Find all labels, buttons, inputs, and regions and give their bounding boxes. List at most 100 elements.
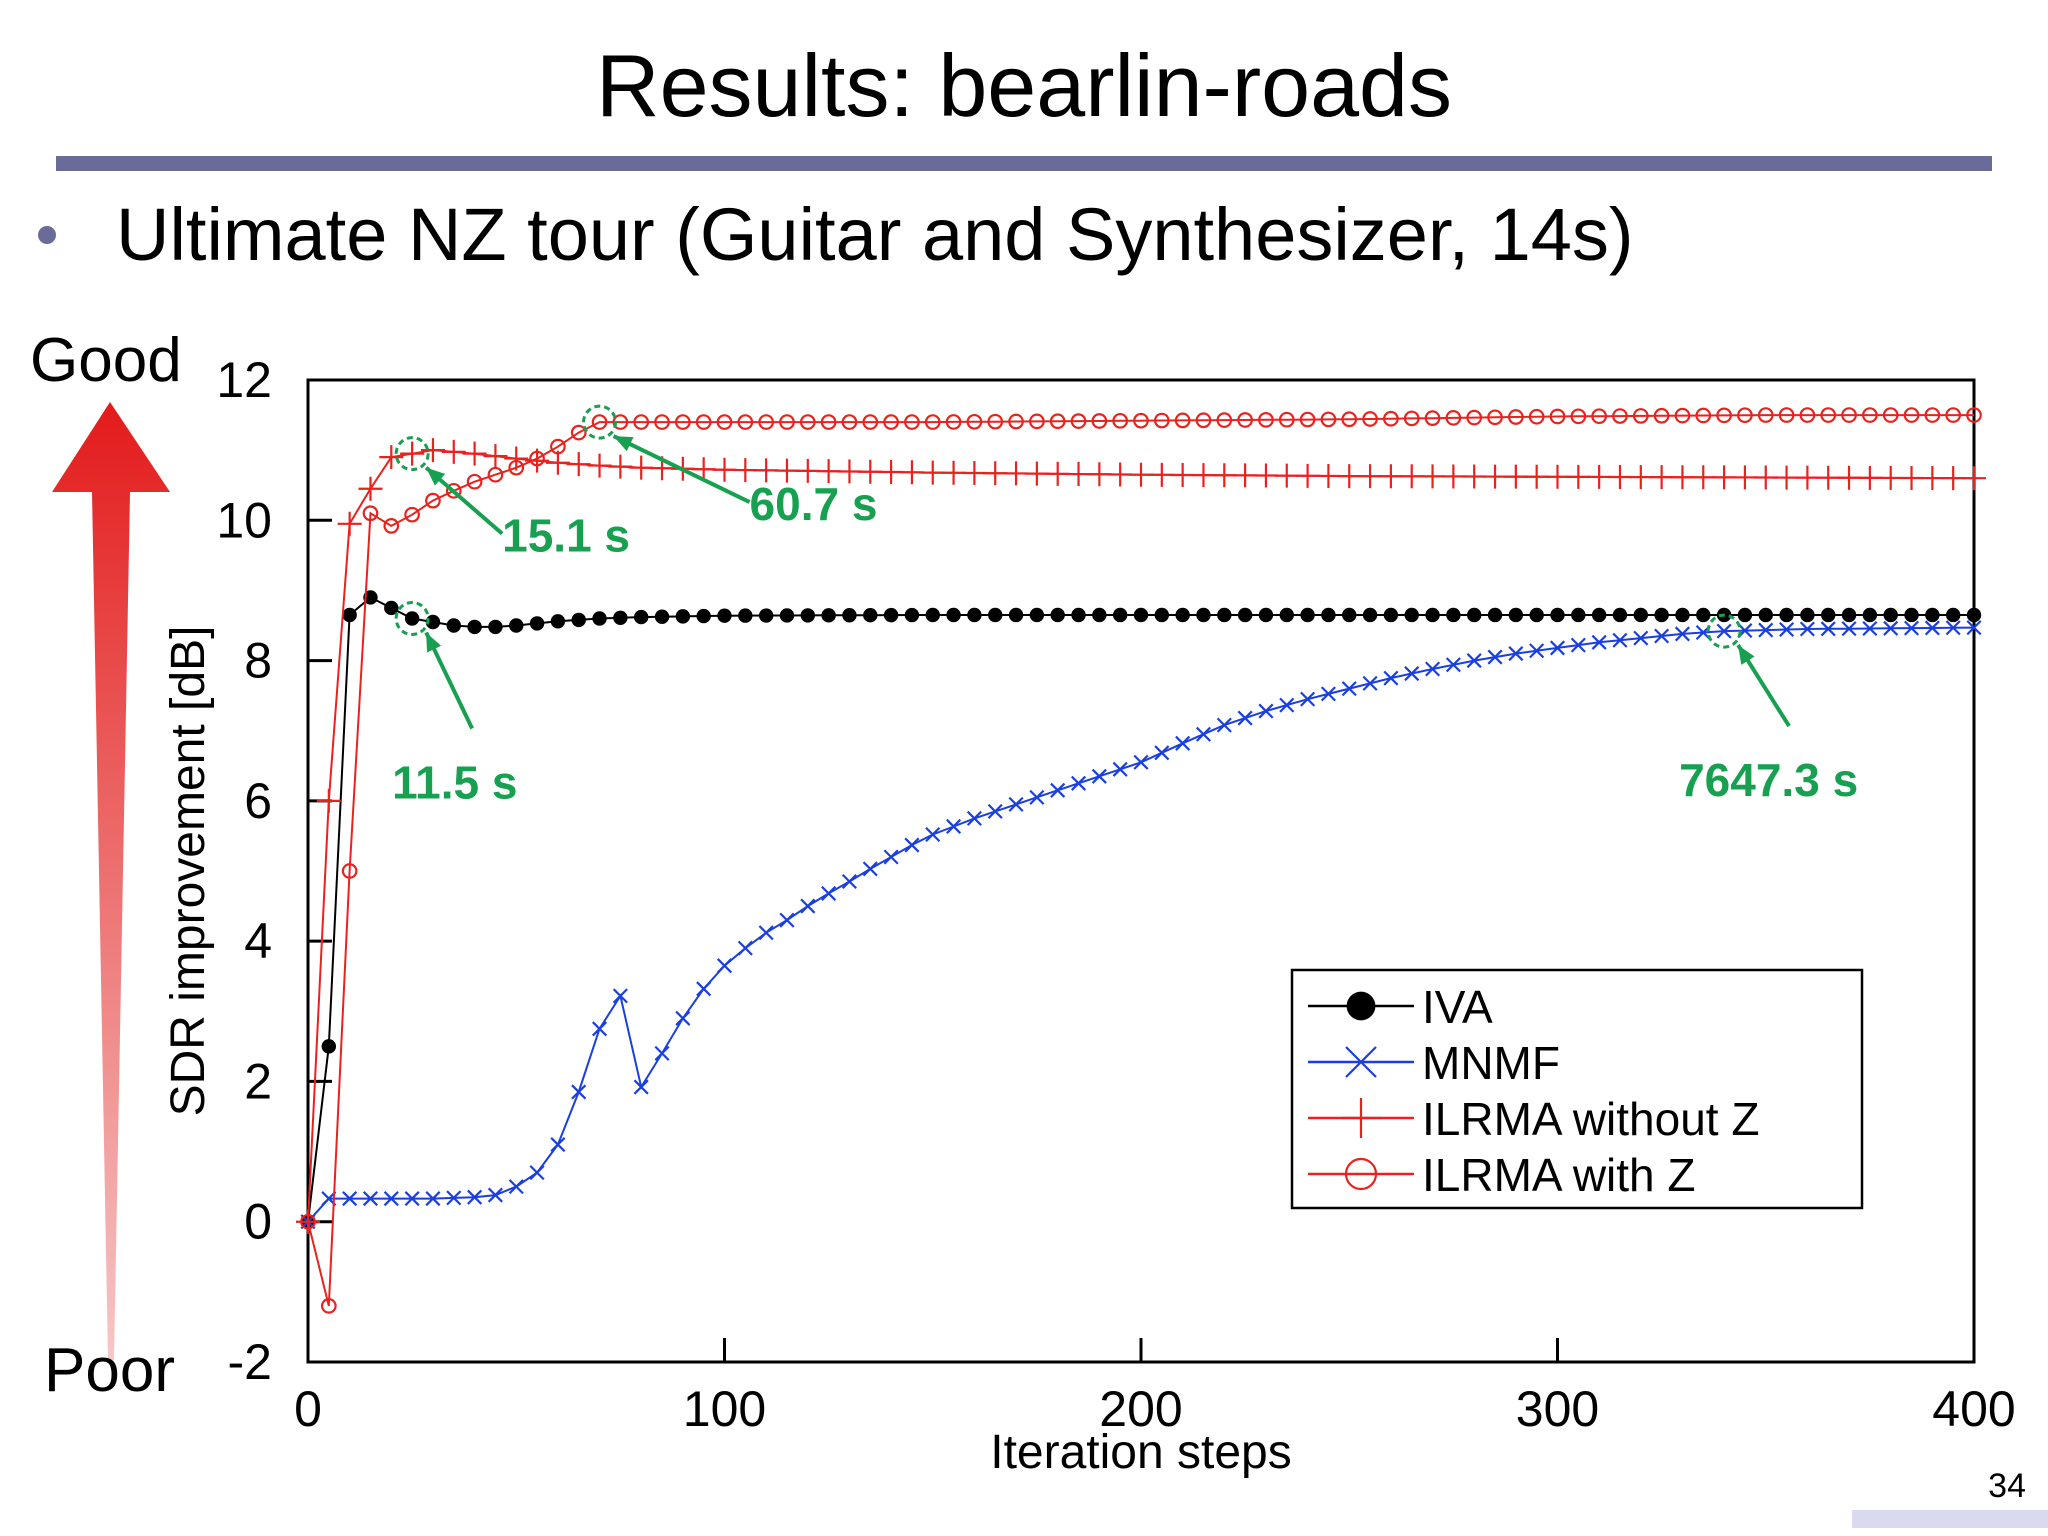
data-point-ilrma-with-z [1570,408,1587,425]
data-point-mnmf [1133,754,1149,770]
data-point-iva [1675,607,1690,623]
data-point-ilrma-with-z [1903,407,1920,423]
data-point-iva [1008,607,1024,623]
data-point-ilrma-without-z [1753,465,1778,490]
data-point-mnmf [1508,646,1524,662]
data-point-ilrma-with-z [695,414,712,430]
data-point-ilrma-with-z [1216,412,1233,428]
data-point-iva [654,609,670,624]
data-point-mnmf [550,1137,566,1153]
data-point-iva [1383,607,1399,623]
data-point-ilrma-without-z [1649,465,1674,490]
data-point-ilrma-with-z [1612,408,1628,424]
data-point-ilrma-without-z [691,457,716,482]
data-point-iva [529,616,545,631]
data-point-ilrma-with-z [966,413,983,430]
data-point-ilrma-without-z [1483,464,1508,489]
data-point-ilrma-without-z [608,454,633,479]
annotation-label: 11.5 s [392,756,517,808]
annotation-arrow [612,434,751,504]
data-point-iva [1133,607,1149,623]
data-point-iva [1321,607,1336,623]
data-point-mnmf [1487,649,1503,665]
data-point-ilrma-without-z [1524,464,1549,489]
data-point-ilrma-with-z [1424,410,1441,427]
data-point-mnmf [1549,640,1566,656]
y-tick-label: -2 [228,1334,272,1390]
data-point-ilrma-with-z [1466,409,1483,426]
slide-title: Results: bearlin-roads [596,36,1452,135]
data-point-iva [1758,607,1773,623]
data-point-iva [800,608,815,623]
data-point-mnmf [1633,630,1649,646]
y-tick-label: 4 [244,913,272,969]
data-point-ilrma-with-z [1653,407,1670,424]
data-point-ilrma-without-z [1045,461,1070,486]
data-point-ilrma-with-z [341,863,358,879]
data-point-mnmf [1279,697,1295,713]
annotation-arrowhead [426,632,442,653]
data-point-iva [883,607,899,623]
data-point-ilrma-without-z [712,457,737,482]
data-point-ilrma-with-z [1445,410,1462,426]
data-point-ilrma-without-z [1899,465,1924,490]
annotation-label: 15.1 s [502,510,630,562]
data-point-mnmf [1904,620,1920,636]
data-point-mnmf [1320,686,1336,702]
data-point-ilrma-with-z [1091,413,1108,429]
data-point-ilrma-with-z [654,414,670,430]
data-point-mnmf [1112,761,1128,777]
data-point-ilrma-without-z [1587,464,1612,489]
data-point-iva [1696,607,1711,623]
data-point-iva [634,609,649,625]
poor-label: Poor [44,1336,175,1405]
data-point-ilrma-with-z [1153,412,1170,429]
data-point-ilrma-without-z [1628,465,1653,490]
data-point-iva [1737,607,1753,623]
data-point-iva [1841,607,1857,623]
data-point-ilrma-without-z [1566,464,1591,489]
data-point-ilrma-without-z [1878,465,1903,490]
data-point-iva [488,619,503,635]
data-point-mnmf [716,958,733,974]
data-point-ilrma-with-z [924,414,941,430]
data-point-mnmf [467,1189,483,1205]
data-point-ilrma-with-z [404,506,420,523]
annotation-circle [582,404,618,440]
data-point-iva [946,607,961,623]
data-point-mnmf [1383,670,1399,686]
data-point-ilrma-without-z [1191,463,1216,488]
data-point-mnmf [425,1191,441,1207]
data-point-ilrma-without-z [1816,465,1841,490]
legend-marker-iva [1346,991,1376,1021]
data-point-ilrma-with-z [1841,407,1857,423]
data-point-iva [1945,607,1961,623]
data-point-mnmf [571,1084,587,1100]
data-point-iva [842,608,857,623]
data-point-ilrma-without-z [1253,463,1278,488]
data-point-ilrma-without-z [1462,464,1487,489]
data-point-iva [1237,607,1253,623]
data-point-ilrma-without-z [1545,464,1570,489]
data-point-ilrma-without-z [1087,462,1112,487]
data-point-ilrma-without-z [337,511,362,536]
data-point-ilrma-with-z [1487,409,1503,426]
data-point-ilrma-with-z [1799,407,1816,423]
data-point-ilrma-with-z [383,518,400,534]
data-point-iva [592,611,607,626]
annotation-circle [394,436,430,472]
data-point-ilrma-without-z [1441,464,1466,489]
data-point-iva [1196,607,1211,623]
data-point-mnmf [1945,620,1961,636]
data-point-ilrma-without-z [983,461,1008,486]
annotation-circle [1706,613,1742,649]
data-point-mnmf [383,1191,399,1207]
data-point-iva [1800,607,1815,623]
data-point-ilrma-with-z [1341,411,1358,428]
data-point-ilrma-without-z [1295,463,1320,488]
data-point-ilrma-with-z [300,1213,316,1230]
data-point-ilrma-without-z [1607,465,1632,490]
data-point-ilrma-without-z [545,450,570,475]
data-point-iva [1217,607,1232,623]
good-label: Good [30,326,182,395]
